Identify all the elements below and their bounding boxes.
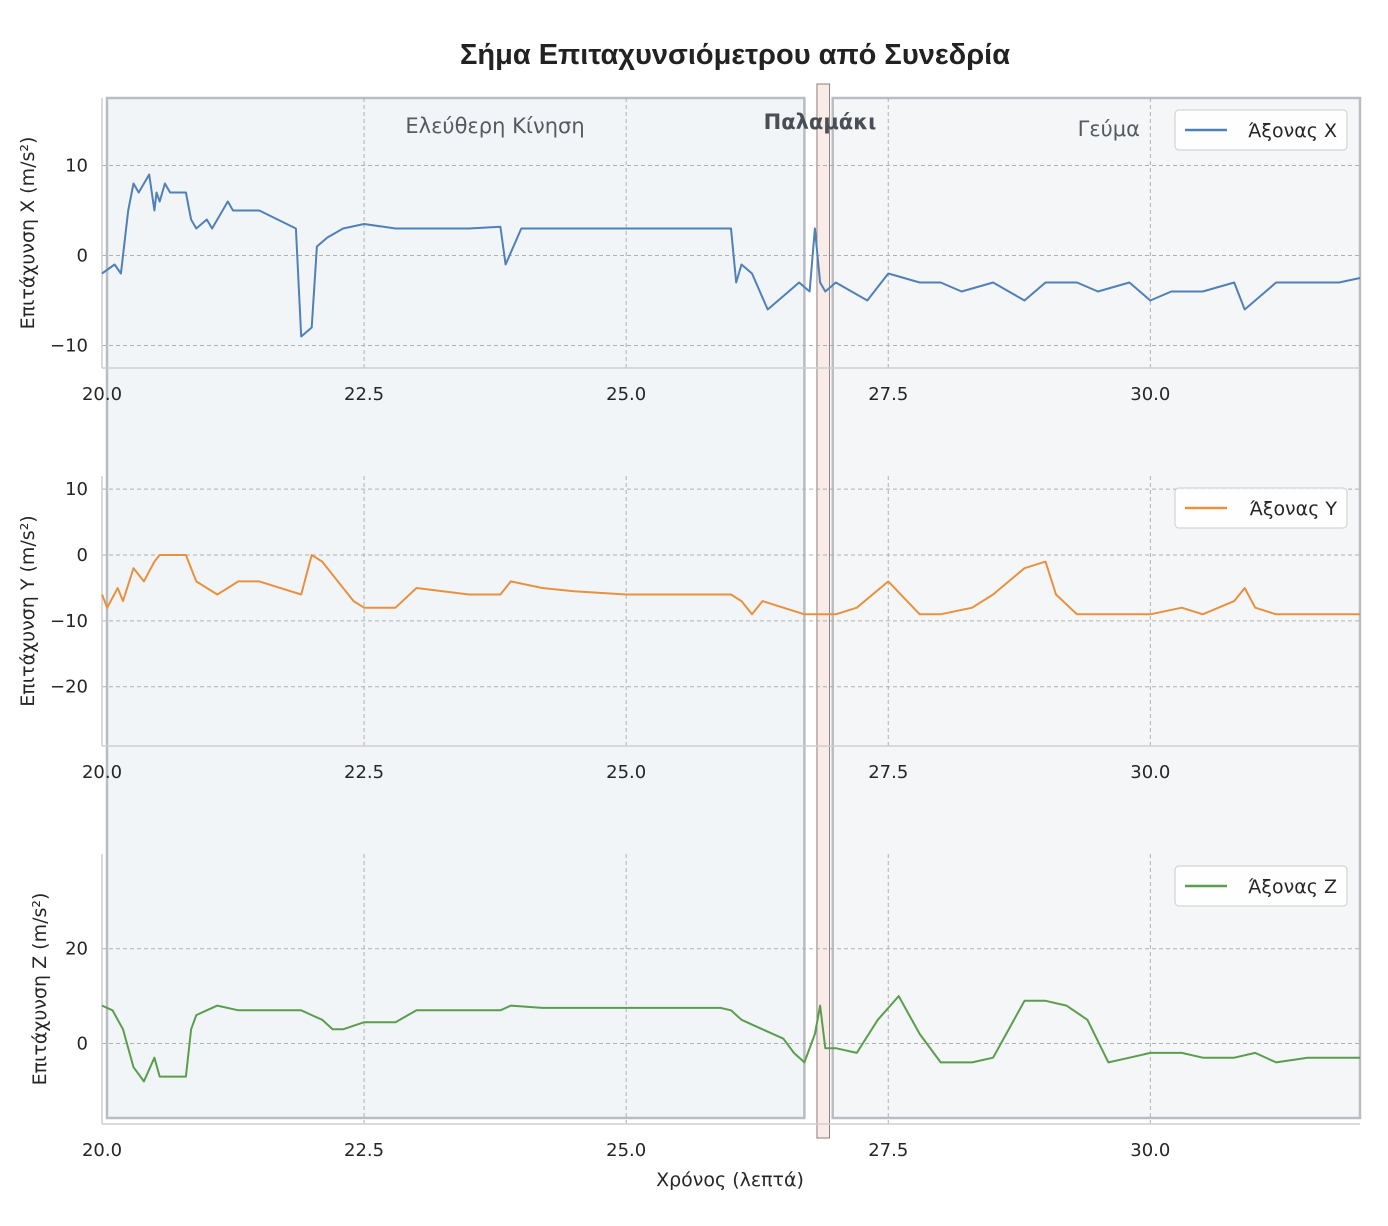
x-tick-label: 22.5 — [344, 1140, 384, 1161]
x-tick-label: 30.0 — [1130, 384, 1170, 405]
x-tick-label: 20.0 — [82, 1140, 122, 1161]
region-3 — [831, 96, 1362, 1120]
legend-3: Άξονας Z — [1174, 865, 1348, 907]
regions-layer — [105, 83, 1362, 1139]
x-tick-label: 22.5 — [344, 384, 384, 405]
legend-2: Άξονας Y — [1174, 487, 1348, 529]
region-2 — [816, 83, 831, 1139]
x-axis-label: Χρόνος (λεπτά) — [656, 1169, 804, 1191]
y-tick-label: 10 — [65, 479, 88, 500]
series-line-1 — [101, 173, 1361, 338]
y-tick-label: −20 — [50, 677, 88, 698]
y-axis-label: Επιτάχυνση X (m/s²) — [17, 137, 39, 330]
region-label-2: Παλαμάκι — [764, 110, 877, 134]
x-tick-label: 27.5 — [868, 762, 908, 783]
legend-label: Άξονας Z — [1248, 876, 1337, 898]
y-tick-label: −10 — [50, 336, 88, 357]
y-tick-label: 20 — [65, 939, 88, 960]
x-tick-label: 27.5 — [868, 384, 908, 405]
y-tick-label: 10 — [65, 156, 88, 177]
x-tick-label: 20.0 — [82, 384, 122, 405]
legend-label: Άξονας X — [1248, 120, 1337, 142]
x-tick-label: 22.5 — [344, 762, 384, 783]
region-label-1: Ελεύθερη Κίνηση — [405, 114, 584, 138]
legend-box — [1174, 487, 1348, 529]
series-line-3 — [101, 995, 1360, 1083]
panel-1: −10 0 10 20.0 22.5 25.0 27.5 30.0 Επιτάχυνση X (… — [17, 98, 1361, 405]
y-axis-label: Επιτάχυνση Z (m/s²) — [29, 893, 51, 1086]
chart-title: Σήμα Επιταχυνσιόμετρου από Συνεδρία — [460, 39, 1010, 71]
x-tick-label: 30.0 — [1130, 1140, 1170, 1161]
series-line-2 — [101, 554, 1360, 616]
y-tick-label: 0 — [77, 246, 88, 267]
panels-layer: −10 0 10 20.0 22.5 25.0 27.5 30.0 Επιτάχυνση X (… — [17, 98, 1361, 1161]
panel-3: 0 20 20.0 22.5 25.0 27.5 30.0 Επιτάχυνση Z (m/s… — [29, 854, 1360, 1161]
legend-1: Άξονας X — [1174, 109, 1348, 151]
x-tick-label: 27.5 — [868, 1140, 908, 1161]
legend-box — [1174, 109, 1348, 151]
y-tick-label: 0 — [77, 1033, 88, 1054]
y-axis-label: Επιτάχυνση Y (m/s²) — [17, 515, 39, 706]
region-label-3: Γεύμα — [1078, 117, 1140, 141]
region-labels-layer: Ελεύθερη Κίνηση Παλαμάκι Γεύμα — [405, 110, 1140, 141]
x-tick-label: 30.0 — [1130, 762, 1170, 783]
x-tick-label: 20.0 — [82, 762, 122, 783]
region-1 — [105, 96, 806, 1120]
x-tick-label: 25.0 — [606, 762, 646, 783]
y-tick-label: −10 — [50, 611, 88, 632]
y-tick-label: 0 — [77, 545, 88, 566]
x-tick-label: 25.0 — [606, 384, 646, 405]
x-tick-label: 25.0 — [606, 1140, 646, 1161]
panel-2: −20 −10 0 10 20.0 22.5 25.0 27.5 30.0 Επιτάχυνση … — [17, 476, 1360, 783]
legend-box — [1174, 865, 1348, 907]
legend-label: Άξονας Y — [1250, 498, 1338, 520]
